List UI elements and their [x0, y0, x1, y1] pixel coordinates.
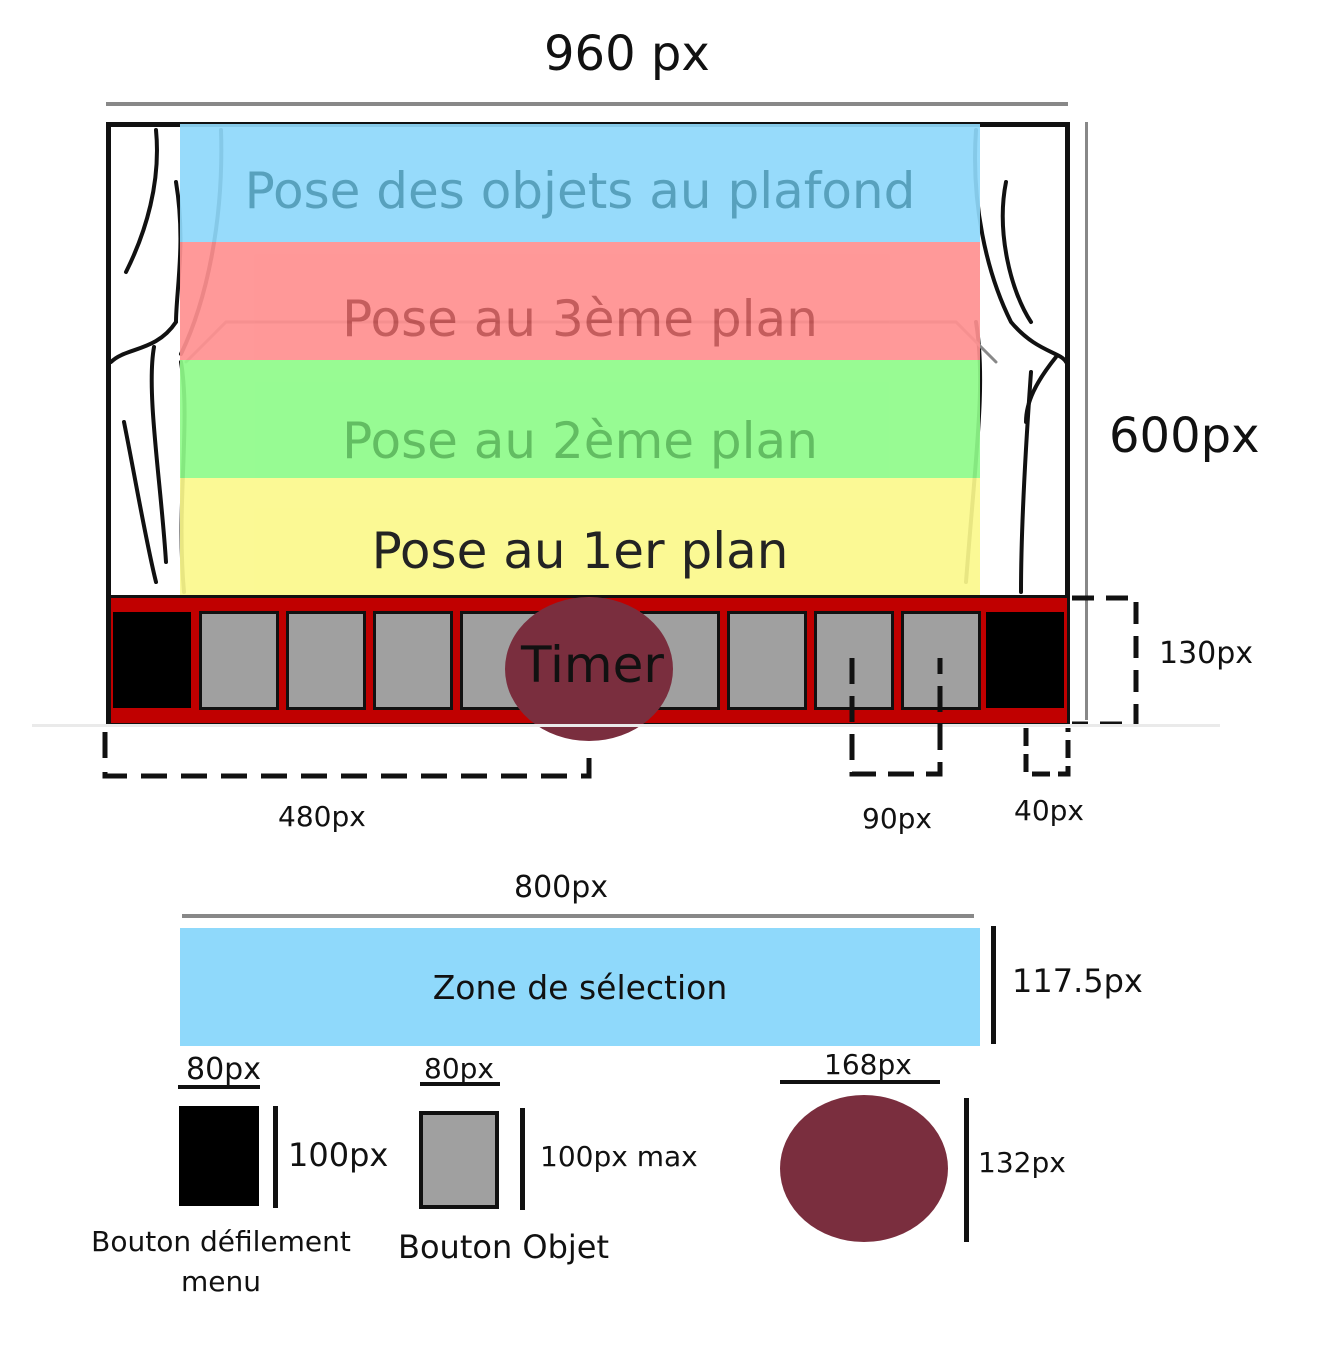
object-button[interactable]: [727, 611, 807, 710]
legend-scroll-button-label: Bouton défilement menu: [91, 1225, 351, 1298]
band-first-plane-label: Pose au 1er plan: [371, 522, 789, 580]
object-gap-bracket: [849, 658, 943, 777]
legend-object-button: [419, 1111, 499, 1209]
object-btn-width-label: 80px: [424, 1052, 494, 1085]
timer-width-line: [780, 1080, 940, 1084]
object-button[interactable]: [373, 611, 453, 710]
scroll-btn-width-line: [178, 1085, 260, 1089]
band-third-plane: Pose au 3ème plan: [180, 242, 980, 360]
band-ceiling: Pose des objets au plafond: [180, 124, 980, 242]
timer-width-label: 168px: [824, 1048, 912, 1081]
zone-height-line: [991, 926, 996, 1044]
object-gap-label: 90px: [862, 802, 932, 835]
stage-height-label: 600px: [1109, 408, 1260, 464]
object-button[interactable]: [286, 611, 366, 710]
timer: [505, 597, 673, 741]
stage-width-label: 960 px: [544, 26, 710, 82]
object-btn-height-label: 100px max: [540, 1140, 698, 1173]
zone-width-label: 800px: [514, 870, 609, 905]
stage-height-line: [1085, 122, 1088, 720]
band-first-plane: Pose au 1er plan: [180, 478, 980, 596]
legend-object-button-label: Bouton Objet: [398, 1228, 610, 1266]
scroll-btn-height-line: [273, 1106, 278, 1208]
legend-timer: [780, 1095, 948, 1242]
timer-height-label: 132px: [978, 1146, 1066, 1179]
menu-height-label: 130px: [1159, 636, 1254, 671]
zone-width-line: [182, 914, 974, 918]
band-second-plane-label: Pose au 2ème plan: [342, 412, 818, 470]
zone-height-label: 117.5px: [1012, 962, 1143, 1000]
scroll-left-button[interactable]: [113, 612, 191, 708]
legend-scroll-button: [179, 1106, 259, 1206]
selection-zone[interactable]: [180, 928, 980, 1046]
scroll-right-button[interactable]: [986, 612, 1064, 708]
timer-label: Timer: [521, 636, 664, 694]
baseline: [32, 724, 1220, 727]
scroll-btn-width-label: 80px: [186, 1052, 261, 1087]
half-width-label: 480px: [278, 800, 366, 833]
scroll-btn-height-label: 100px: [288, 1136, 389, 1174]
menu-height-bracket: [1072, 595, 1139, 727]
half-width-bracket: [102, 732, 592, 779]
timer-height-line: [964, 1098, 969, 1242]
object-btn-height-line: [520, 1108, 525, 1210]
right-margin-bracket: [1023, 728, 1071, 777]
band-ceiling-label: Pose des objets au plafond: [244, 162, 916, 220]
object-button[interactable]: [199, 611, 279, 710]
band-second-plane: Pose au 2ème plan: [180, 360, 980, 478]
right-margin-label: 40px: [1014, 794, 1084, 827]
selection-zone-label: Zone de sélection: [432, 968, 728, 1007]
stage-width-line: [106, 102, 1068, 106]
band-third-plane-label: Pose au 3ème plan: [342, 290, 818, 348]
object-btn-width-line: [420, 1082, 500, 1086]
